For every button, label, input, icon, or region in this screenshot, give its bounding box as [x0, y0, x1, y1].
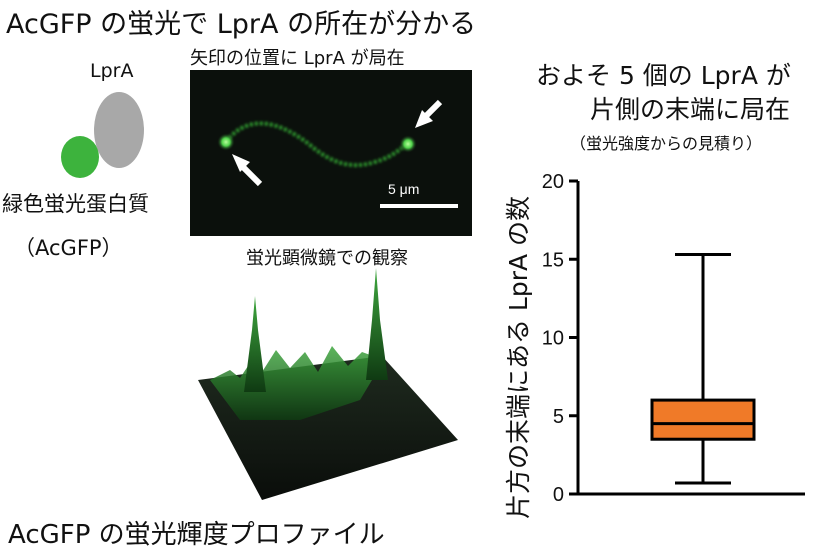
fluorescent-spot-right — [399, 135, 417, 153]
micrograph-svg: 5 μm — [217, 99, 458, 208]
y-axis-label: 片方の末端にある LprA の数 — [504, 196, 533, 519]
arrow-icon — [232, 154, 263, 187]
y-tick-label: 0 — [553, 484, 564, 506]
profile-peak-right — [366, 268, 388, 380]
scale-bar — [380, 204, 458, 208]
lpra-label: LprA — [90, 60, 134, 82]
chart-title-line2: 片側の末端に局在 — [590, 95, 791, 124]
y-tick-label: 15 — [542, 249, 564, 271]
lpra-shape — [94, 92, 144, 168]
figure-title: AcGFP の蛍光で LprA の所在が分かる — [6, 9, 477, 40]
profile-caption: AcGFP の蛍光輝度プロファイル — [8, 520, 385, 550]
micrograph-caption: 矢印の位置に LprA が局在 — [190, 48, 405, 69]
micrograph-image: 5 μm — [190, 70, 472, 236]
scale-bar-label: 5 μm — [388, 181, 419, 197]
y-tick-label: 20 — [542, 171, 564, 193]
fluorescent-spot-left — [217, 133, 235, 151]
gfp-shape — [61, 136, 99, 178]
box-group — [650, 253, 756, 485]
gfp-name-label: 緑色蛍光蛋白質 — [2, 192, 149, 216]
profile-peak-left — [244, 296, 266, 392]
gfp-abbrev-label: （AcGFP） — [14, 236, 123, 260]
observation-caption: 蛍光顕微鏡での観察 — [246, 248, 408, 269]
iqr-box — [650, 398, 756, 441]
arrow-icon — [415, 99, 443, 128]
y-tick-label: 10 — [542, 328, 564, 350]
bacterium-outline — [224, 121, 409, 168]
chart-note: （蛍光強度からの見積り） — [570, 134, 763, 153]
y-tick-label: 5 — [553, 406, 564, 428]
chart-title-line1: およそ 5 個の LprA が — [536, 61, 791, 90]
y-axis: 0 5 10 15 20 片方の末端にある LprA の数 — [504, 171, 805, 519]
